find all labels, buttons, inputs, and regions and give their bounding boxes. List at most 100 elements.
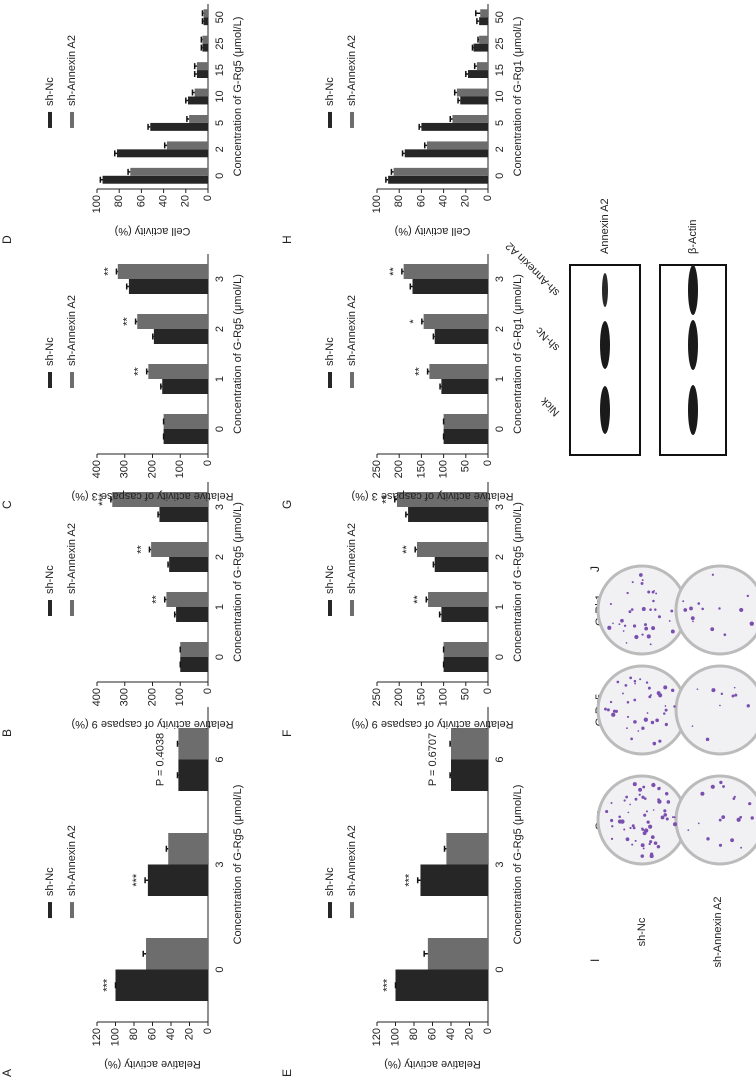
error-bar [176,740,179,747]
x-tick-label: 0 [214,966,226,972]
colony [630,737,633,741]
error-bar [163,142,167,149]
colony [631,581,634,584]
colony [609,602,613,606]
significance: ** [381,495,393,504]
bar [395,969,488,1001]
y-axis-title: Relative activity (%) [104,1058,201,1070]
bar [196,70,208,78]
colony [718,818,722,822]
y-tick-label: 50 [460,688,472,700]
colony [689,606,693,611]
error-bar [201,18,204,25]
dish [596,564,688,656]
colony [639,573,643,577]
colony [629,676,633,680]
colony [632,826,636,830]
bar [441,607,489,622]
colony [640,843,645,848]
error-bar [186,115,190,122]
colony [666,800,671,804]
error-bar [443,845,447,852]
colony [683,608,688,612]
error-bar [176,772,179,779]
significance: ** [135,545,147,554]
x-tick-label: 25 [494,38,506,50]
row-label: sh-Annexin A2 [712,897,724,968]
error-bar [423,142,427,149]
bar [393,167,488,176]
colony [651,782,656,788]
panel-letter: B [0,729,14,737]
y-tick-label: 80 [113,195,125,207]
x-tick-label: 0 [214,173,226,179]
dish [674,774,756,866]
colony [746,704,750,708]
colony [642,785,646,789]
bar [460,96,488,105]
error-bar [147,123,151,130]
error-bar [114,150,117,157]
bar [150,122,208,131]
bar [429,364,488,379]
error-bar [453,89,457,96]
y-axis-title: Relative activity of caspase 3 (%) [71,490,233,502]
significance: ** [151,595,163,604]
x-tick-label: 6 [494,756,506,762]
legend-label: sh-Annexin A2 [66,825,78,896]
colony [653,841,658,845]
colony [663,813,668,817]
blot-band [600,386,610,434]
legend-label: sh-Annexin A2 [346,523,358,594]
error-bar [416,877,421,884]
bar [196,62,208,71]
y-tick-label: 200 [393,688,405,706]
bar [416,542,488,557]
significance: ** [388,267,400,276]
y-tick-label: 40 [438,195,450,207]
colony [642,831,647,836]
colony [734,693,738,697]
error-bar [457,97,461,104]
error-bar [134,318,138,325]
x-tick-label: 2 [214,146,226,152]
dish [674,664,756,756]
y-tick-label: 120 [371,1028,383,1046]
colony [673,705,676,708]
bar [147,864,208,896]
error-bar [125,283,129,290]
colony [671,688,675,693]
y-tick-label: 0 [202,1028,214,1034]
significance: *** [404,873,416,887]
error-bar [473,63,477,70]
colony [663,809,667,813]
y-axis-title: Relative activity of caspase 3 (%) [351,490,513,502]
x-axis-title: Concentration of G-Rg1 (μmol/L) [512,274,524,434]
colony [722,785,725,788]
colony [622,692,624,695]
error-bar [401,150,405,157]
colony [652,599,655,603]
error-bar [449,115,453,122]
colony [623,828,626,831]
dish [674,564,756,656]
colony [733,686,736,689]
y-tick-label: 150 [415,460,427,478]
bar [202,43,208,52]
y-axis-title: Relative activity of caspase 9 (%) [71,718,233,730]
bar [117,264,208,279]
colony [652,741,657,746]
colony [650,835,655,840]
x-axis-title: Concentration of G-Rg5 (μmol/L) [512,785,524,945]
error-bar [471,44,474,51]
colony [610,802,613,805]
y-tick-label: 0 [202,460,214,466]
colony [731,694,735,698]
colony [617,819,623,824]
significance: ** [412,595,424,604]
colony [634,634,639,640]
y-axis-title: Relative activity (%) [384,1058,481,1070]
colony [638,793,641,796]
colony [748,802,752,806]
colony [623,799,626,802]
